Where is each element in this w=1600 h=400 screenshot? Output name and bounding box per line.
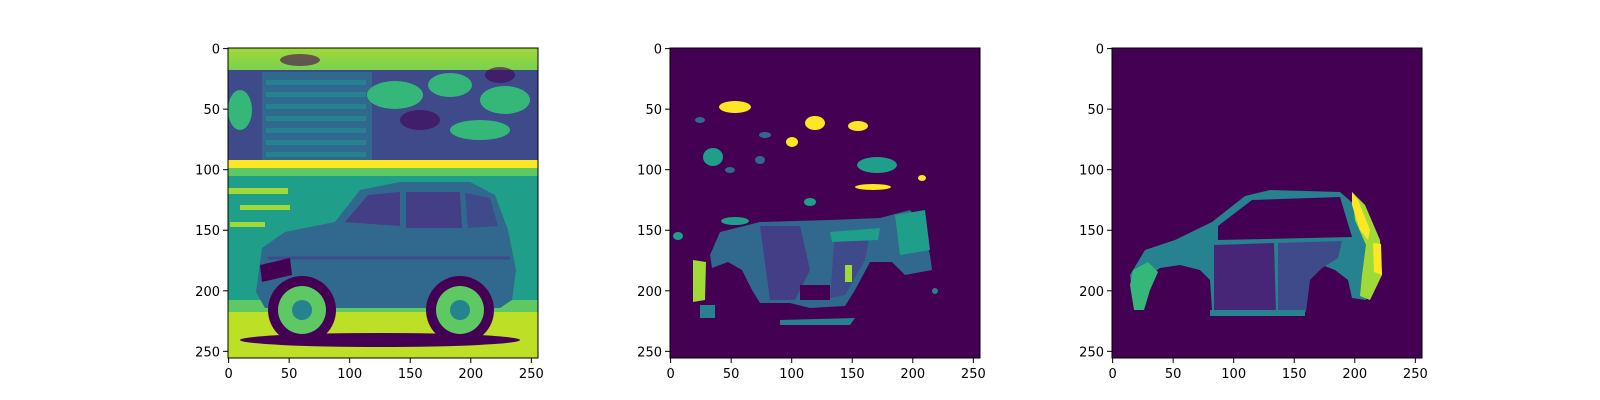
y-tick-label: 250 — [1079, 345, 1104, 360]
subplot-middle — [670, 48, 980, 358]
x-tick-label: 50 — [281, 367, 298, 382]
x-tick-label: 200 — [1342, 367, 1367, 382]
x-tick-label: 250 — [961, 367, 986, 382]
y-tick-label: 150 — [637, 224, 662, 239]
axes-middle: 0 50 100 150 200 250 0 50 100 150 200 250 — [637, 43, 986, 382]
x-tick-label: 100 — [1221, 367, 1246, 382]
x-tick-label: 50 — [1165, 367, 1182, 382]
y-tick-label: 50 — [1087, 103, 1104, 118]
x-tick-label: 200 — [900, 367, 925, 382]
y-tick-label: 200 — [195, 285, 220, 300]
x-tick-label: 100 — [779, 367, 804, 382]
y-tick-label: 150 — [1079, 224, 1104, 239]
y-tick-label: 200 — [637, 285, 662, 300]
y-tick-label: 100 — [195, 164, 220, 179]
axes-frame — [669, 47, 981, 359]
x-tick-label: 0 — [666, 367, 674, 382]
axes-right: 0 50 100 150 200 250 0 50 100 150 200 250 — [1079, 43, 1428, 382]
x-tick-label: 150 — [398, 367, 423, 382]
photo-image — [228, 48, 538, 358]
y-tick-label: 50 — [203, 103, 220, 118]
axes-layer: 0 50 100 150 200 250 0 50 100 150 200 250 0 50 100 150 2… — [195, 43, 1428, 382]
axes-left: 0 50 100 150 200 250 0 50 100 150 200 250 — [195, 43, 544, 382]
axes-frame — [1111, 47, 1423, 359]
y-tick-label: 0 — [212, 43, 220, 58]
front-wheel — [268, 276, 336, 344]
ground-truth-mask-image — [1112, 48, 1422, 358]
y-tick-label: 150 — [195, 224, 220, 239]
rear-wheel — [426, 276, 494, 344]
y-tick-label: 0 — [1096, 43, 1104, 58]
x-tick-label: 50 — [723, 367, 740, 382]
y-tick-label: 200 — [1079, 285, 1104, 300]
x-tick-label: 150 — [1282, 367, 1307, 382]
subplot-right — [1112, 48, 1422, 358]
x-tick-label: 200 — [458, 367, 483, 382]
x-tick-label: 0 — [224, 367, 232, 382]
x-tick-label: 250 — [519, 367, 544, 382]
predicted-mask-image — [670, 48, 980, 358]
x-tick-label: 100 — [337, 367, 362, 382]
x-tick-label: 250 — [1403, 367, 1428, 382]
subplot-left — [228, 48, 538, 358]
y-tick-label: 250 — [637, 345, 662, 360]
x-tick-label: 0 — [1108, 367, 1116, 382]
y-tick-label: 50 — [645, 103, 662, 118]
y-tick-label: 100 — [637, 164, 662, 179]
y-tick-label: 0 — [654, 43, 662, 58]
y-tick-label: 100 — [1079, 164, 1104, 179]
x-tick-label: 150 — [840, 367, 865, 382]
axes-frame — [227, 47, 539, 359]
y-tick-label: 250 — [195, 345, 220, 360]
